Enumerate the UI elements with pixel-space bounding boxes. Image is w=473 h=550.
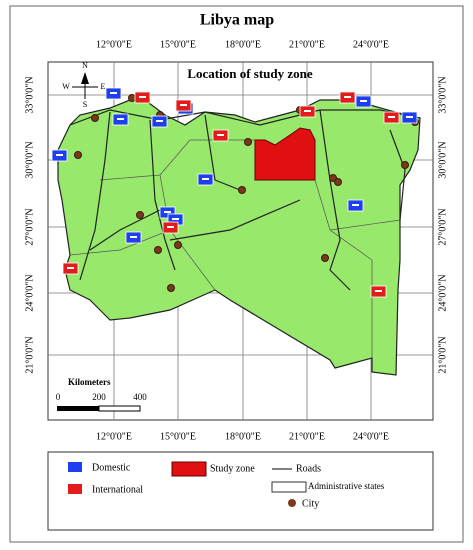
international-airport-glyph — [167, 226, 174, 228]
scale-title: Kilometers — [68, 377, 111, 387]
city — [238, 186, 246, 194]
longitude-label: 24°0'0"E — [353, 431, 389, 442]
longitude-label: 15°0'0"E — [160, 431, 196, 442]
scale-tick: 400 — [133, 392, 147, 402]
international-airport-glyph — [67, 267, 74, 269]
city — [174, 241, 182, 249]
legend-study-zone-icon — [171, 461, 207, 477]
longitude-label: 21°0'0"E — [289, 39, 325, 50]
study-zone — [254, 127, 316, 181]
legend-city-icon — [288, 499, 296, 507]
international-airport-glyph — [304, 110, 311, 112]
legend-label: City — [302, 498, 319, 509]
legend-international-icon — [68, 484, 82, 494]
domestic-airport-glyph — [406, 116, 413, 118]
latitude-label: 21°0'0"N — [437, 336, 448, 373]
city — [136, 211, 144, 219]
international-airport-glyph — [180, 104, 187, 106]
latitude-label: 30°0'0"N — [24, 141, 35, 178]
legend-domestic-icon — [68, 462, 82, 472]
compass-north: N — [82, 61, 88, 70]
international-airport-glyph — [344, 96, 351, 98]
latitude-label: 21°0'0"N — [24, 336, 35, 373]
libya-territory — [57, 99, 421, 376]
legend: Domestic International Study zone Roads … — [47, 451, 434, 531]
legend-admin-icon — [271, 481, 307, 493]
city — [321, 254, 329, 262]
compass-south: S — [83, 100, 87, 109]
longitude-label: 12°0'0"E — [96, 39, 132, 50]
compass-east: E — [101, 82, 106, 91]
domestic-airport-glyph — [172, 218, 179, 220]
admin-boundaries — [69, 139, 401, 358]
scale-segment — [57, 406, 99, 411]
airports-cities — [51, 87, 419, 298]
longitude-label: 18°0'0"E — [225, 39, 261, 50]
legend-label: Domestic — [92, 462, 131, 473]
latitude-label: 30°0'0"N — [437, 141, 448, 178]
longitude-label: 15°0'0"E — [160, 39, 196, 50]
compass-west: W — [62, 82, 70, 91]
city — [128, 94, 136, 102]
map-subtitle: Location of study zone — [187, 66, 313, 81]
scale-bar: Kilometers 0 200 400 — [56, 377, 147, 412]
city — [401, 161, 409, 169]
legend-label: Roads — [296, 463, 321, 474]
roads — [69, 109, 421, 291]
domestic-airport-glyph — [164, 211, 171, 213]
domestic-airport-glyph — [360, 100, 367, 102]
compass: N S W E — [62, 61, 105, 109]
longitude-label: 24°0'0"E — [353, 39, 389, 50]
international-airport-glyph — [217, 134, 224, 136]
longitude-label: 12°0'0"E — [96, 431, 132, 442]
scale-segment — [98, 405, 141, 412]
scale-tick: 0 — [56, 392, 61, 402]
latitude-label: 27°0'0"N — [437, 208, 448, 245]
domestic-airport-glyph — [352, 204, 359, 206]
legend-label: Administrative states — [308, 481, 385, 491]
latitude-label: 33°0'0"N — [24, 76, 35, 113]
latitude-label: 24°0'0"N — [437, 274, 448, 311]
title: Libya map — [200, 12, 274, 29]
longitude-label: 21°0'0"E — [289, 431, 325, 442]
international-airport-glyph — [388, 116, 395, 118]
legend-frame — [47, 451, 434, 531]
domestic-airport-glyph — [117, 118, 124, 120]
city — [74, 151, 82, 159]
legend-label: Study zone — [210, 463, 255, 474]
international-airport-glyph — [375, 290, 382, 292]
city — [154, 246, 162, 254]
domestic-airport-glyph — [202, 178, 209, 180]
city — [334, 178, 342, 186]
domestic-airport-glyph — [130, 236, 137, 238]
legend-label: International — [92, 484, 143, 495]
domestic-airport-glyph — [56, 154, 63, 156]
longitude-label: 18°0'0"E — [225, 431, 261, 442]
latitude-label: 33°0'0"N — [437, 76, 448, 113]
city — [167, 284, 175, 292]
city — [91, 114, 99, 122]
domestic-airport-glyph — [156, 120, 163, 122]
international-airport-glyph — [139, 96, 146, 98]
compass-arrow — [81, 72, 89, 84]
scale-tick: 200 — [92, 392, 106, 402]
city — [244, 138, 252, 146]
latitude-label: 27°0'0"N — [24, 208, 35, 245]
latitude-label: 24°0'0"N — [24, 274, 35, 311]
domestic-airport-glyph — [110, 92, 117, 94]
